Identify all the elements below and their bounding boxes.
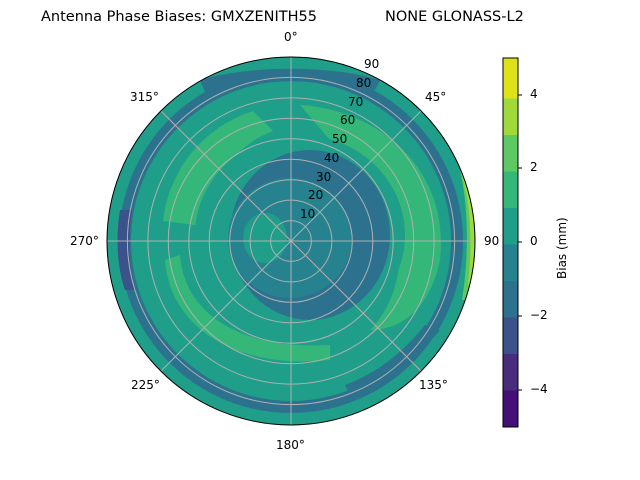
colorbar-tick-neg2: −2 — [530, 308, 548, 322]
angle-label-270: 270° — [70, 234, 99, 248]
radial-label-80: 80 — [356, 76, 372, 90]
angle-label-0: 0° — [284, 30, 298, 44]
angle-label-315: 315° — [130, 90, 159, 104]
radial-label-60: 60 — [340, 113, 356, 127]
colorbar — [502, 57, 522, 428]
radial-label-50: 50 — [332, 132, 348, 146]
colorbar-tick-2: 2 — [530, 160, 538, 174]
colorbar-label: Bias (mm) — [555, 217, 569, 279]
colorbar-tick-4: 4 — [530, 87, 538, 101]
radial-label-90: 90 — [364, 57, 380, 71]
angle-label-135: 135° — [419, 378, 448, 392]
colorbar-tick-neg4: −4 — [530, 382, 548, 396]
angle-label-45: 45° — [425, 90, 447, 104]
radial-label-40: 40 — [324, 151, 340, 165]
radial-label-30: 30 — [316, 170, 332, 184]
radial-label-70: 70 — [348, 95, 364, 109]
angle-label-90: 90 — [484, 234, 500, 248]
radial-label-10: 10 — [300, 207, 316, 221]
chart-title-right: NONE GLONASS-L2 — [385, 9, 524, 25]
colorbar-tick-0: 0 — [530, 234, 538, 248]
angle-label-225: 225° — [131, 378, 160, 392]
radial-label-20: 20 — [308, 188, 324, 202]
chart-title-left: Antenna Phase Biases: GMXZENITH55 — [41, 9, 317, 25]
angle-label-180: 180° — [276, 438, 305, 452]
